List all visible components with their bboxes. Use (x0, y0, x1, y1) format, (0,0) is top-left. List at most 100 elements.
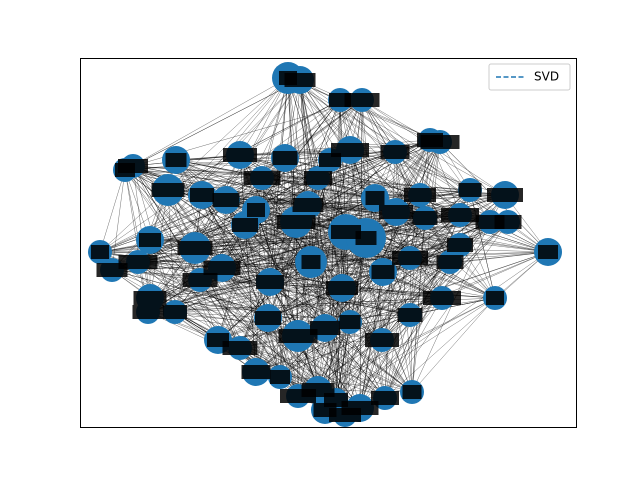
node-label-blob (203, 261, 241, 275)
graph-edge (317, 244, 461, 391)
graph-edge (335, 287, 343, 401)
node-label-blob (404, 188, 436, 202)
node-label-blob (223, 148, 257, 162)
node-label-blob (276, 215, 316, 229)
graph-edge (335, 297, 496, 401)
graph-edge (297, 261, 451, 397)
node-label-blob (132, 305, 164, 319)
node-label-blob (344, 93, 380, 107)
graph-edge (299, 79, 441, 143)
graph-edge (137, 77, 289, 263)
node-label-blob (301, 255, 321, 269)
graph-edge (175, 149, 351, 161)
graph-edge (307, 204, 361, 409)
node-label-blob (441, 208, 479, 222)
graph-edge (381, 257, 411, 341)
graph-edge (349, 149, 386, 399)
node-label-blob (371, 265, 395, 279)
graph-edge (329, 159, 443, 299)
graph-edge (441, 251, 549, 299)
node-label-blob (270, 370, 290, 384)
graph-edge (317, 297, 496, 391)
graph-edge (111, 269, 413, 393)
node-label-blob (538, 245, 558, 259)
graph-edge (297, 214, 461, 397)
graph-edge (239, 151, 396, 156)
node-label-blob (284, 73, 316, 87)
node-label-blob (247, 203, 265, 217)
node-label-layer (91, 71, 558, 422)
node-label-blob (222, 341, 258, 355)
node-label-blob (243, 171, 281, 185)
graph-edge (317, 177, 411, 259)
graph-edge (124, 77, 289, 171)
node-label-blob (380, 145, 410, 159)
node-label-blob (402, 385, 422, 399)
node-label-blob (392, 251, 428, 265)
node-label-blob (256, 275, 284, 289)
graph-edge (324, 244, 461, 411)
node-label-blob (304, 171, 332, 185)
node-label-blob (486, 291, 504, 305)
graph-edge (149, 287, 343, 299)
graph-edge (284, 99, 363, 159)
graph-edge (329, 159, 386, 399)
graph-edge (199, 279, 326, 329)
graph-edge (255, 221, 297, 373)
graph-edge (299, 79, 376, 199)
graph-edge (307, 204, 411, 316)
graph-edge (132, 165, 319, 179)
node-label-blob (165, 153, 187, 167)
node-label-blob (365, 191, 385, 205)
graph-edge (344, 194, 421, 416)
node-label-blob (379, 205, 413, 219)
node-label-blob (190, 188, 214, 202)
node-label-blob (329, 408, 361, 422)
graph-edge (111, 169, 126, 271)
graph-edge (199, 279, 281, 378)
node-label-blob (339, 315, 361, 329)
graph-edge (384, 297, 443, 399)
node-label-blob (412, 211, 438, 225)
node-label-blob (91, 245, 109, 259)
node-label-blob (212, 193, 240, 207)
node-label-blob (255, 311, 281, 325)
node-label-blob (423, 291, 461, 305)
graph-edge (299, 79, 346, 416)
graph-edge (217, 261, 312, 341)
node-label-blob (280, 389, 316, 403)
node-label-blob (133, 291, 167, 305)
node-label-blob (310, 321, 340, 335)
graph-edge (299, 79, 451, 263)
graph-edge (349, 149, 549, 253)
edge-layer (99, 77, 549, 416)
node-label-blob (118, 255, 158, 269)
node-label-blob (313, 403, 337, 417)
graph-edge (255, 209, 413, 393)
node-label-blob (115, 163, 135, 177)
node-label-blob (447, 238, 473, 252)
node-label-blob (272, 151, 298, 165)
legend-label-svd: SVD (534, 70, 559, 84)
graph-edge (339, 99, 461, 246)
graph-edge (411, 141, 441, 393)
graph-edge (137, 257, 411, 263)
axes-frame (80, 58, 577, 428)
graph-edge (167, 189, 219, 341)
node-label-blob (177, 241, 213, 255)
node-label-blob (163, 305, 187, 319)
node-label-blob (182, 273, 218, 287)
node-label-blob (326, 281, 358, 295)
legend: SVD (488, 63, 571, 91)
graph-edge (324, 327, 413, 393)
graph-edge (167, 189, 176, 313)
graph-edge (99, 221, 509, 253)
node-label-blob (487, 188, 523, 202)
node-label-blob (355, 231, 377, 245)
graph-edge (255, 209, 319, 391)
node-label-blob (365, 333, 399, 347)
node-label-blob (420, 135, 460, 149)
graph-edge (335, 251, 549, 401)
node-label-blob (331, 225, 361, 239)
